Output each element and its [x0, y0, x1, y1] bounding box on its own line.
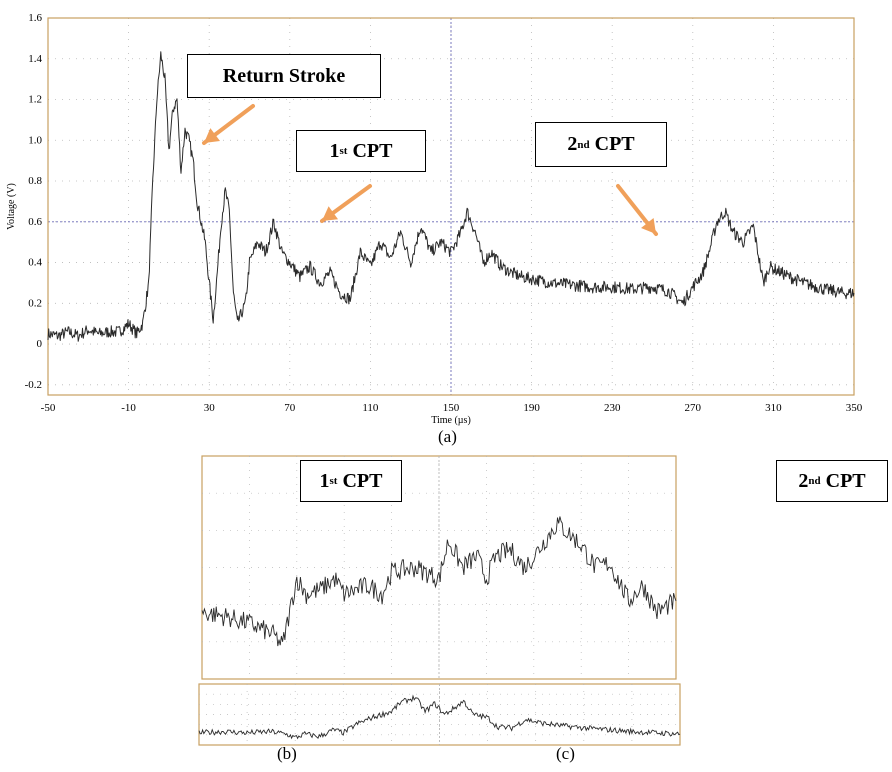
y-tick-label: 0.2 [28, 297, 42, 309]
panel-c-series-line [198, 694, 681, 740]
arrow-head [204, 128, 220, 143]
x-tick-label: 230 [604, 402, 621, 414]
y-axis-label: Voltage (V) [6, 183, 17, 230]
x-tick-label: 270 [685, 402, 702, 414]
x-tick-label: -50 [41, 402, 56, 414]
y-tick-label: 1.0 [28, 134, 42, 146]
x-tick-label: 70 [284, 402, 296, 414]
series-line-voltage [47, 51, 855, 342]
y-tick-label: 0.4 [28, 257, 42, 269]
x-tick-label: 190 [523, 402, 540, 414]
panel-letter-a: (a) [438, 427, 457, 446]
x-tick-label: 150 [443, 402, 460, 414]
arrow-head [322, 206, 339, 221]
y-tick-label: 0 [37, 338, 43, 350]
arrow-head [641, 218, 656, 234]
x-tick-label: -10 [121, 402, 136, 414]
y-tick-label: 1.4 [28, 53, 42, 65]
x-tick-label: 30 [204, 402, 216, 414]
return-stroke-label: Return Stroke [187, 54, 381, 98]
y-tick-label: 1.2 [28, 94, 42, 106]
arrow-first-cpt [320, 184, 372, 223]
panel-b-series-line [201, 516, 677, 647]
x-tick-label: 110 [362, 402, 379, 414]
arrow-second-cpt [616, 184, 658, 236]
y-tick-label: 1.6 [28, 12, 42, 24]
arrow-return-stroke [202, 104, 255, 145]
y-tick-label: 0.8 [28, 175, 42, 187]
chart-frame-a [47, 17, 855, 396]
panel-letter-b: (b) [277, 744, 297, 763]
y-tick-label: 0.6 [28, 216, 42, 228]
x-tick-label: 310 [765, 402, 782, 414]
x-axis-label: Time (µs) [431, 415, 471, 426]
panel-letter-c: (c) [556, 744, 575, 763]
y-tick-label: -0.2 [25, 379, 42, 391]
x-tick-label: 350 [846, 402, 863, 414]
